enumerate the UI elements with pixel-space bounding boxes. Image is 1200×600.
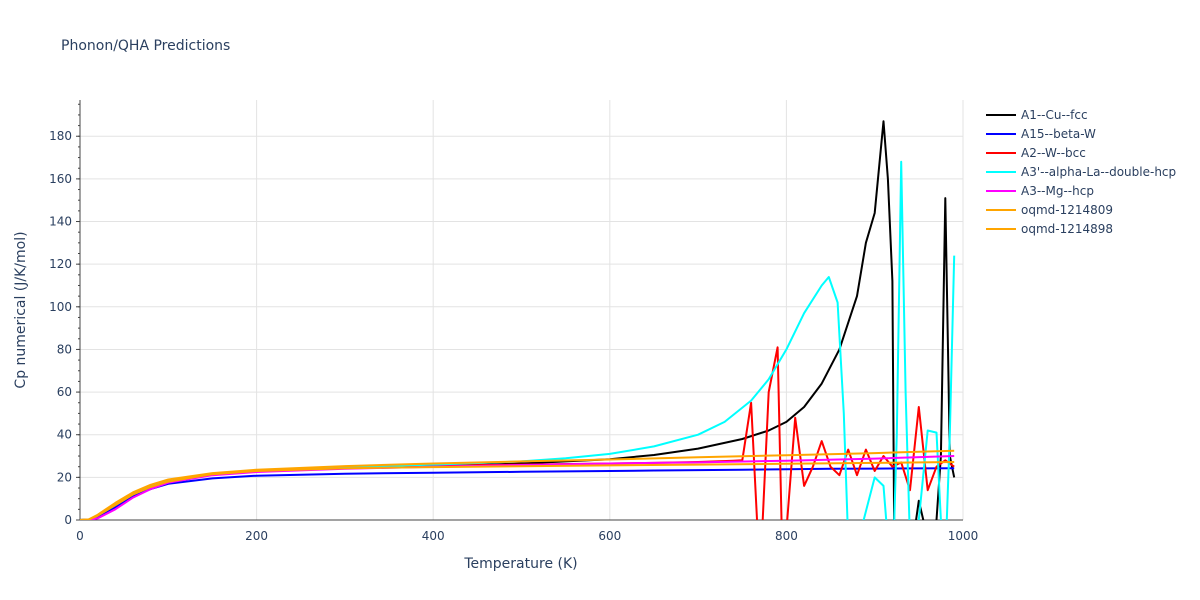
axes <box>76 100 963 521</box>
legend-item[interactable]: A2--W--bcc <box>986 146 1086 160</box>
legend-item[interactable]: A3--Mg--hcp <box>986 184 1094 198</box>
y-tick-label: 180 <box>49 129 72 143</box>
legend[interactable]: A1--Cu--fcc A15--beta-W A2--W--bcc A3'--alp… <box>986 108 1176 236</box>
y-tick-label: 120 <box>49 257 72 271</box>
y-tick-label: 40 <box>57 428 72 442</box>
legend-label: A15--beta-W <box>1021 127 1096 141</box>
series-line <box>80 467 955 520</box>
y-tick-label: 60 <box>57 385 72 399</box>
legend-item[interactable]: oqmd-1214898 <box>986 222 1113 236</box>
legend-label: oqmd-1214809 <box>1021 203 1113 217</box>
legend-item[interactable]: A1--Cu--fcc <box>986 108 1088 122</box>
y-tick-label: 160 <box>49 172 72 186</box>
y-tick-label: 80 <box>57 342 72 356</box>
x-tick-label: 0 <box>76 529 84 543</box>
series-line <box>80 120 956 520</box>
series-line <box>80 449 955 520</box>
x-tick-label: 1000 <box>948 529 979 543</box>
x-tick-label: 200 <box>245 529 268 543</box>
series-line <box>80 346 955 520</box>
series-line <box>80 160 956 520</box>
y-tick-label: 140 <box>49 215 72 229</box>
x-tick-label: 600 <box>598 529 621 543</box>
legend-label: A3--Mg--hcp <box>1021 184 1094 198</box>
legend-item[interactable]: A3'--alpha-La--double-hcp <box>986 165 1176 179</box>
y-tick-label: 0 <box>64 513 72 527</box>
legend-label: A2--W--bcc <box>1021 146 1086 160</box>
grid <box>80 100 964 520</box>
legend-label: A3'--alpha-La--double-hcp <box>1021 165 1176 179</box>
x-axis-label: Temperature (K) <box>463 556 577 572</box>
chart-title: Phonon/QHA Predictions <box>61 38 230 54</box>
tick-labels: 0 200 400 600 800 1000 0 20 40 60 80 100 120 140 160 18… <box>49 129 978 543</box>
x-tick-label: 400 <box>422 529 445 543</box>
legend-item[interactable]: oqmd-1214809 <box>986 203 1113 217</box>
series-layer <box>80 120 956 520</box>
y-axis-label: Cp numerical (J/K/mol) <box>13 231 29 388</box>
x-tick-label: 800 <box>775 529 798 543</box>
series-line <box>80 461 955 520</box>
y-tick-label: 20 <box>57 470 72 484</box>
legend-label: oqmd-1214898 <box>1021 222 1113 236</box>
legend-item[interactable]: A15--beta-W <box>986 127 1096 141</box>
legend-label: A1--Cu--fcc <box>1021 108 1088 122</box>
y-tick-label: 100 <box>49 300 72 314</box>
